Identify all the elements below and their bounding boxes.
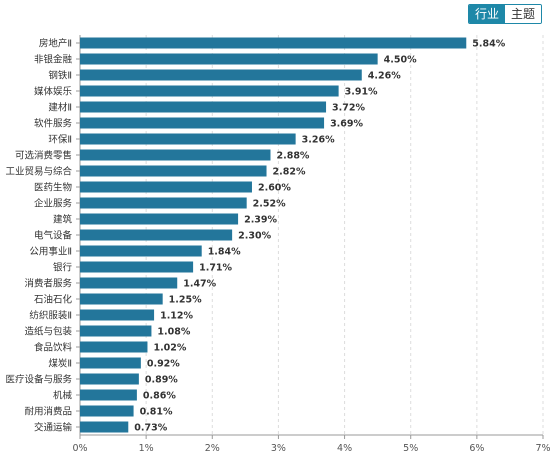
value-label: 0.92% — [147, 359, 180, 370]
bar — [80, 53, 378, 65]
category-label: 可选消费零售 — [15, 150, 72, 162]
x-tick-label: 3% — [271, 443, 286, 454]
x-tick-label: 0% — [72, 443, 87, 454]
category-label: 房地产Ⅱ — [39, 38, 72, 50]
value-label: 4.50% — [384, 55, 417, 66]
value-label: 4.26% — [368, 71, 401, 82]
tab-industry[interactable]: 行业 — [468, 5, 505, 23]
category-label: 耐用消费品 — [24, 406, 72, 418]
value-label: 1.71% — [199, 263, 232, 274]
value-label: 1.02% — [153, 343, 186, 354]
category-label: 石油石化 — [34, 294, 73, 306]
tab-theme[interactable]: 主题 — [504, 5, 541, 23]
category-label: 工业贸易与综合 — [5, 166, 72, 178]
bar — [80, 405, 134, 417]
category-label: 公用事业Ⅱ — [29, 246, 72, 258]
bar — [80, 373, 139, 385]
value-label: 2.60% — [258, 183, 291, 194]
category-label: 医疗设备与服务 — [5, 374, 72, 386]
value-label: 2.82% — [273, 167, 306, 178]
category-label: 环保Ⅱ — [48, 134, 72, 146]
x-tick-label: 6% — [469, 443, 484, 454]
bar — [80, 421, 129, 433]
category-label: 食品饮料 — [34, 342, 73, 354]
bar — [80, 213, 239, 225]
category-label: 纺织服装Ⅱ — [29, 310, 72, 322]
value-label: 1.47% — [183, 279, 216, 290]
category-label: 机械 — [53, 390, 73, 402]
value-label: 0.89% — [145, 375, 178, 386]
x-tick-label: 5% — [403, 443, 418, 454]
view-toggle: 行业 主题 — [467, 4, 542, 24]
bar — [80, 149, 271, 161]
category-label: 建材Ⅱ — [48, 102, 72, 114]
category-label: 医药生物 — [34, 182, 73, 194]
bar — [80, 357, 141, 369]
category-label: 建筑 — [53, 214, 73, 226]
bar — [80, 69, 362, 81]
value-label: 5.84% — [472, 39, 505, 50]
x-tick-label: 7% — [535, 443, 550, 454]
value-label: 1.25% — [169, 295, 202, 306]
category-label: 电气设备 — [34, 230, 73, 242]
value-label: 1.84% — [208, 247, 241, 258]
value-label: 3.91% — [345, 87, 378, 98]
value-label: 2.30% — [238, 231, 271, 242]
bar — [80, 101, 327, 113]
value-label: 2.39% — [244, 215, 277, 226]
bar — [80, 309, 155, 321]
bar — [80, 37, 467, 49]
category-label: 煤炭Ⅱ — [48, 358, 72, 370]
x-tick-label: 4% — [337, 443, 352, 454]
bar — [80, 117, 325, 129]
x-tick-label: 1% — [139, 443, 154, 454]
bar — [80, 197, 247, 209]
bar — [80, 293, 163, 305]
category-label: 消费者服务 — [24, 278, 72, 290]
bar — [80, 85, 339, 97]
bar — [80, 389, 137, 401]
category-label: 媒体娱乐 — [34, 86, 73, 98]
value-label: 3.72% — [332, 103, 365, 114]
bar — [80, 181, 252, 193]
value-label: 1.08% — [157, 327, 190, 338]
value-label: 0.73% — [134, 423, 167, 434]
bar — [80, 133, 296, 145]
value-label: 2.52% — [253, 199, 286, 210]
category-label: 交通运输 — [34, 422, 73, 434]
category-label: 企业服务 — [34, 198, 73, 210]
value-label: 2.88% — [276, 151, 309, 162]
category-label: 软件服务 — [34, 118, 73, 130]
value-label: 0.86% — [143, 391, 176, 402]
bar — [80, 341, 148, 353]
value-label: 0.81% — [140, 407, 173, 418]
x-tick-label: 2% — [205, 443, 220, 454]
bar — [80, 229, 233, 241]
bar — [80, 245, 202, 257]
bar — [80, 325, 152, 337]
category-label: 银行 — [53, 262, 73, 274]
category-label: 造纸与包装 — [24, 326, 72, 338]
category-label: 非银金融 — [34, 54, 73, 66]
bar — [80, 277, 178, 289]
value-label: 1.12% — [160, 311, 193, 322]
value-label: 3.69% — [330, 119, 363, 130]
value-label: 3.26% — [302, 135, 335, 146]
bar — [80, 165, 267, 177]
bar — [80, 261, 194, 273]
category-label: 钢铁Ⅱ — [48, 70, 72, 82]
